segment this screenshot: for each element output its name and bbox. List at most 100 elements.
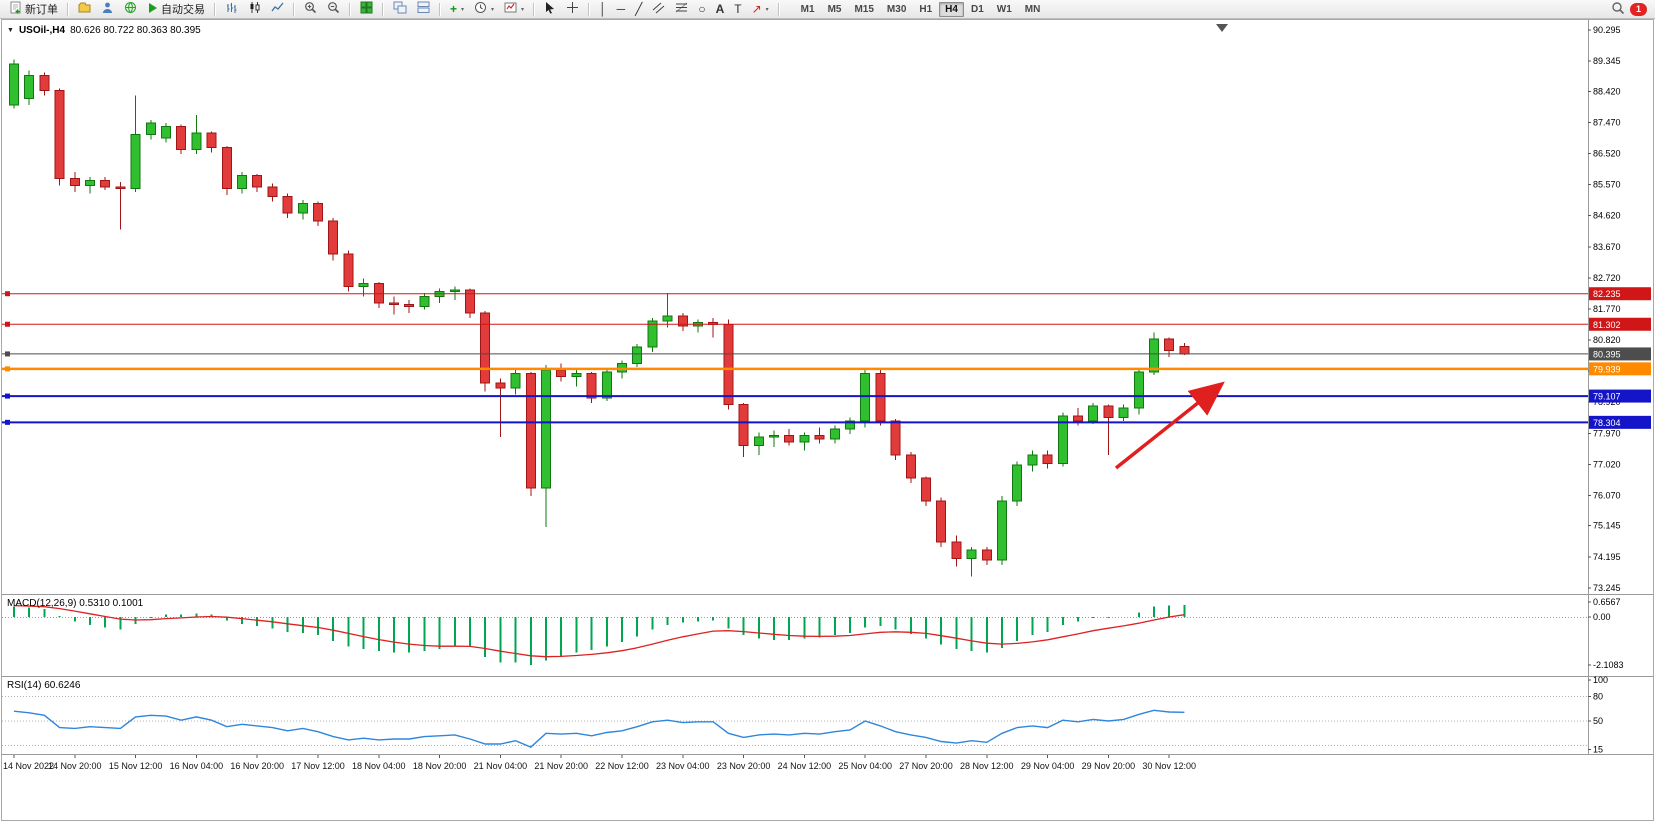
timeframe-m15-button[interactable]: M15 (854, 3, 874, 15)
candle (191, 132, 202, 150)
rsi-axis-label: 100 (1593, 675, 1608, 685)
time-axis-label: 24 Nov 12:00 (778, 761, 832, 771)
time-axis-label: 21 Nov 20:00 (534, 761, 588, 771)
price-axis-label: 82.720 (1593, 273, 1621, 283)
price-tag (1589, 347, 1651, 361)
candle (1133, 371, 1144, 409)
candlestick-chart-button[interactable] (244, 0, 265, 19)
shapes-button[interactable]: ○ (694, 0, 709, 19)
timeframe-mn-button[interactable]: MN (1024, 3, 1041, 15)
timeframe-w1-button[interactable]: W1 (996, 3, 1012, 15)
price-axis-label: 73.245 (1593, 583, 1621, 593)
periods-button[interactable]: ▾ (470, 0, 498, 19)
rsi-label: RSI(14) 60.6246 (7, 680, 81, 691)
timeframe-m5-button[interactable]: M5 (827, 3, 842, 15)
macd-axis-label: 0.00 (1593, 612, 1611, 622)
user-icon (101, 1, 114, 17)
price-axis-label: 87.470 (1593, 117, 1621, 127)
toolbox-button[interactable] (74, 0, 95, 19)
price-axis-label: 81.770 (1593, 304, 1621, 314)
time-axis-label: 25 Nov 04:00 (838, 761, 892, 771)
search-icon[interactable] (1611, 1, 1625, 18)
bar-chart-button[interactable] (221, 0, 242, 19)
macd-signal-line (13, 604, 1185, 658)
toolbar-separator (214, 2, 216, 16)
candle (1179, 345, 1190, 355)
new-order-label: 新订单 (25, 4, 58, 16)
timeframe-h4-button[interactable]: H4 (939, 1, 964, 17)
channel-button[interactable] (648, 0, 669, 19)
accounts-button[interactable] (97, 0, 118, 19)
crosshair-button[interactable] (562, 0, 583, 19)
price-axis-label: 77.020 (1593, 459, 1621, 469)
new-order-button[interactable]: 新订单 (5, 0, 62, 19)
candle (556, 369, 567, 378)
candle (237, 174, 247, 190)
price-axis-label: 76.070 (1593, 490, 1621, 500)
arrows-button[interactable]: ↗ ▾ (748, 0, 773, 19)
timeframe-h1-button[interactable]: H1 (919, 3, 933, 15)
community-button[interactable] (120, 0, 141, 19)
price-tag-label: 80.395 (1593, 349, 1621, 359)
line-handle[interactable] (5, 321, 10, 327)
folder-icon (78, 1, 91, 17)
candle (662, 315, 673, 322)
trendline-button[interactable]: ╱ (631, 0, 646, 19)
line-handle[interactable] (5, 351, 10, 357)
crosshair-icon (566, 1, 579, 17)
candle (784, 435, 795, 443)
text-button[interactable]: A (712, 0, 729, 19)
candle (723, 323, 734, 405)
tile-windows-button[interactable] (356, 0, 377, 19)
vertical-line-button[interactable]: │ (595, 0, 611, 19)
cascade-windows-button[interactable] (389, 0, 411, 19)
fibonacci-button[interactable] (671, 0, 692, 19)
price-tag (1589, 389, 1651, 403)
line-handle[interactable] (5, 366, 10, 372)
zoom-in-icon (304, 1, 317, 17)
label-button[interactable]: T (730, 0, 745, 19)
zoom-out-button[interactable] (323, 0, 344, 19)
candle (206, 132, 217, 149)
bar-chart-icon (225, 1, 238, 17)
zoom-out-icon (327, 1, 340, 17)
candle (161, 125, 171, 139)
cursor-button[interactable] (540, 0, 560, 19)
macd-histogram-layer (13, 604, 1186, 665)
line-handle[interactable] (5, 419, 10, 425)
candle (601, 371, 612, 399)
time-axis-label: 29 Nov 20:00 (1082, 761, 1136, 771)
timeframe-m30-button[interactable]: M30 (886, 3, 907, 15)
line-handle[interactable] (5, 291, 10, 297)
candle (510, 372, 521, 389)
horizontal-line-button[interactable]: ─ (613, 0, 630, 19)
collapse-triangle-icon: ▼ (7, 27, 14, 34)
globe-icon (124, 1, 137, 17)
candle (1149, 338, 1159, 373)
toolbar-separator (382, 2, 384, 16)
candle (571, 372, 582, 378)
candle (465, 289, 475, 314)
templates-button[interactable]: ▾ (500, 0, 528, 19)
candle (449, 289, 460, 293)
cascade-windows-icon (393, 1, 407, 17)
candle (860, 372, 871, 422)
timeframe-d1-button[interactable]: D1 (970, 3, 984, 15)
channel-icon (652, 1, 665, 17)
trend-arrow-object[interactable] (1114, 381, 1225, 470)
candle (1164, 338, 1175, 351)
price-tag (1589, 415, 1651, 429)
zoom-in-button[interactable] (300, 0, 321, 19)
tile-horizontal-button[interactable] (413, 0, 434, 19)
time-axis-label: 30 Nov 12:00 (1142, 761, 1196, 771)
candle (358, 282, 369, 288)
timeframe-m1-button[interactable]: M1 (800, 3, 815, 15)
candle (981, 549, 992, 561)
candle (1103, 405, 1114, 419)
line-chart-button[interactable] (267, 0, 288, 19)
indicators-button[interactable]: + ▾ (446, 0, 468, 19)
notification-badge[interactable]: 1 (1630, 2, 1647, 16)
line-handle[interactable] (5, 393, 10, 399)
auto-trading-button[interactable]: 自动交易 (143, 0, 209, 19)
